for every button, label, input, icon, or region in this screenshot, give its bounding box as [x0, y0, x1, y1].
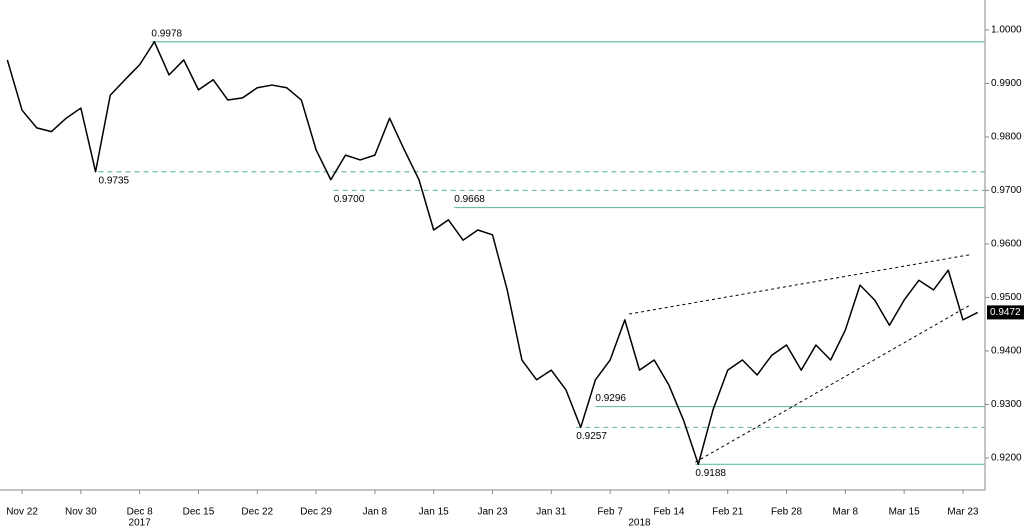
level-label: 0.9257	[576, 431, 607, 442]
trendline	[695, 304, 971, 463]
x-tick-label: Jan 31	[536, 507, 566, 518]
year-label: 2017	[129, 518, 152, 528]
year-label: 2018	[628, 518, 651, 528]
level-label: 0.9978	[151, 28, 182, 39]
x-tick-label: Dec 22	[241, 507, 273, 518]
x-tick-label: Feb 28	[771, 507, 803, 518]
x-tick-label: Feb 7	[597, 507, 623, 518]
level-label: 0.9668	[454, 194, 485, 205]
x-tick-label: Dec 29	[300, 507, 332, 518]
x-tick-label: Jan 23	[477, 507, 507, 518]
x-tick-label: Feb 14	[653, 507, 685, 518]
x-tick-label: Jan 15	[419, 507, 449, 518]
x-tick-label: Feb 21	[712, 507, 744, 518]
y-tick-label: 0.9900	[991, 78, 1022, 89]
y-tick-label: 0.9600	[991, 239, 1022, 250]
y-tick-label: 0.9200	[991, 453, 1022, 464]
level-label: 0.9700	[334, 194, 365, 205]
x-tick-label: Dec 15	[183, 507, 215, 518]
y-tick-label: 0.9500	[991, 292, 1022, 303]
y-tick-label: 0.9400	[991, 346, 1022, 357]
x-tick-label: Nov 30	[65, 507, 97, 518]
x-tick-label: Dec 8	[127, 507, 154, 518]
last-price-box	[987, 305, 1024, 320]
x-tick-label: Mar 23	[947, 507, 979, 518]
y-tick-label: 0.9300	[991, 399, 1022, 410]
x-tick-label: Jan 8	[363, 507, 388, 518]
level-label: 0.9188	[695, 468, 726, 479]
x-tick-label: Mar 15	[889, 507, 921, 518]
x-tick-label: Mar 8	[833, 507, 859, 518]
level-label: 0.9296	[595, 393, 626, 404]
trendline	[629, 254, 971, 315]
price-line	[6, 40, 978, 466]
level-label: 0.9735	[99, 175, 130, 186]
y-tick-label: 0.9700	[991, 185, 1022, 196]
last-price-label: 0.9472	[990, 307, 1021, 318]
y-tick-label: 1.0000	[991, 25, 1022, 36]
x-tick-label: Nov 22	[6, 507, 38, 518]
y-tick-label: 0.9800	[991, 132, 1022, 143]
